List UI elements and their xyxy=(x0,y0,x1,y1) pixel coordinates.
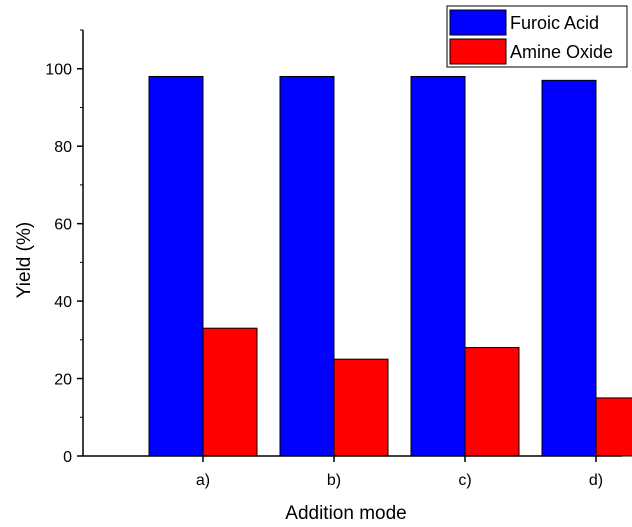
x-axis-title: Addition mode xyxy=(285,503,406,524)
legend: Furoic Acid Amine Oxide xyxy=(446,5,628,68)
x-ticks: a) b) c) d) xyxy=(196,456,603,489)
bar-furoic-acid-2 xyxy=(410,75,466,457)
bar-amine-oxide-1 xyxy=(333,358,389,457)
legend-label-amine-oxide: Amine Oxide xyxy=(510,42,613,62)
bar-amine-oxide-2 xyxy=(464,347,520,457)
y-tick-label: 0 xyxy=(63,449,72,466)
bar-furoic-acid-3 xyxy=(541,79,597,457)
y-tick-label: 40 xyxy=(54,294,72,311)
legend-label-furoic-acid: Furoic Acid xyxy=(510,13,599,33)
bar-furoic-acid-1 xyxy=(279,75,335,457)
x-tick-label: d) xyxy=(589,472,603,489)
y-tick-label: 100 xyxy=(45,62,72,79)
legend-swatch-amine-oxide xyxy=(449,38,507,65)
x-tick-label: a) xyxy=(196,472,210,489)
bar-amine-oxide-3 xyxy=(595,397,632,457)
bar-amine-oxide-0 xyxy=(202,327,258,457)
y-ticks: 0 20 40 60 80 100 xyxy=(45,29,83,466)
legend-swatch-furoic-acid xyxy=(449,9,507,36)
y-tick-label: 80 xyxy=(54,139,72,156)
y-axis-title: Yield (%) xyxy=(14,222,35,298)
y-tick-label: 60 xyxy=(54,217,72,234)
x-tick-label: b) xyxy=(327,472,341,489)
bars-layer xyxy=(148,75,632,457)
x-tick-label: c) xyxy=(458,472,471,489)
y-tick-label: 20 xyxy=(54,372,72,389)
bar-furoic-acid-0 xyxy=(148,75,204,457)
